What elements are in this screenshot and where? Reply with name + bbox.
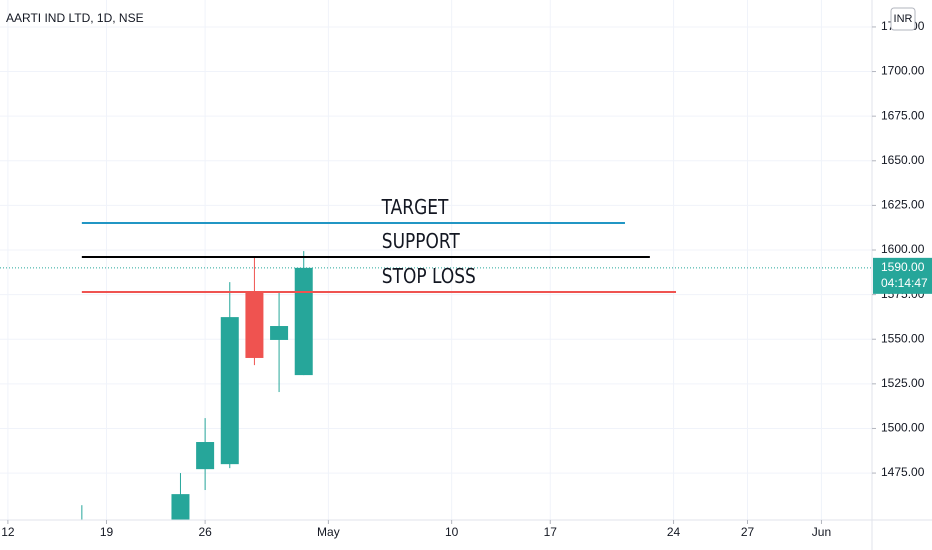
y-tick-label: 1625.00: [881, 198, 925, 212]
candle-body: [171, 494, 190, 520]
level-label: TARGET: [381, 197, 449, 220]
candle-body: [270, 326, 289, 340]
y-tick-label: 1550.00: [881, 331, 925, 345]
candle-body: [245, 291, 264, 358]
x-tick-label: 24: [667, 525, 681, 539]
grid: [0, 0, 872, 520]
x-tick-label: May: [317, 525, 340, 539]
x-tick-label: 17: [544, 525, 558, 539]
countdown: 04:14:47: [881, 276, 928, 290]
x-tick-label: 27: [741, 525, 755, 539]
y-tick-label: 1650.00: [881, 153, 925, 167]
x-tick-label: 26: [198, 525, 212, 539]
level-label: STOP LOSS: [382, 266, 476, 289]
price-tag: [873, 257, 932, 294]
plot: [0, 222, 872, 526]
currency-box[interactable]: [890, 7, 916, 31]
candle-body: [220, 317, 239, 465]
currency: INR: [894, 13, 913, 25]
y-tick-label: 1675.00: [881, 108, 925, 122]
level-label: SUPPORT: [382, 231, 461, 254]
chart-title: AARTI IND LTD, 1D, NSE: [6, 11, 144, 25]
x-tick-label: 12: [1, 525, 15, 539]
y-tick-label: 1600.00: [881, 242, 925, 256]
price-label: 1590.00: [881, 260, 925, 274]
y-tick-label: 1475.00: [881, 465, 925, 479]
y-tick-label: 1525.00: [881, 376, 925, 390]
candle-body: [196, 442, 215, 470]
x-tick-label: 10: [445, 525, 459, 539]
y-tick-label: 1500.00: [881, 421, 925, 435]
y-tick-label: 1700.00: [881, 64, 925, 78]
candle-body: [294, 267, 313, 376]
x-tick-label: Jun: [812, 525, 831, 539]
x-tick-label: 19: [100, 525, 114, 539]
candle-body: [73, 521, 91, 526]
